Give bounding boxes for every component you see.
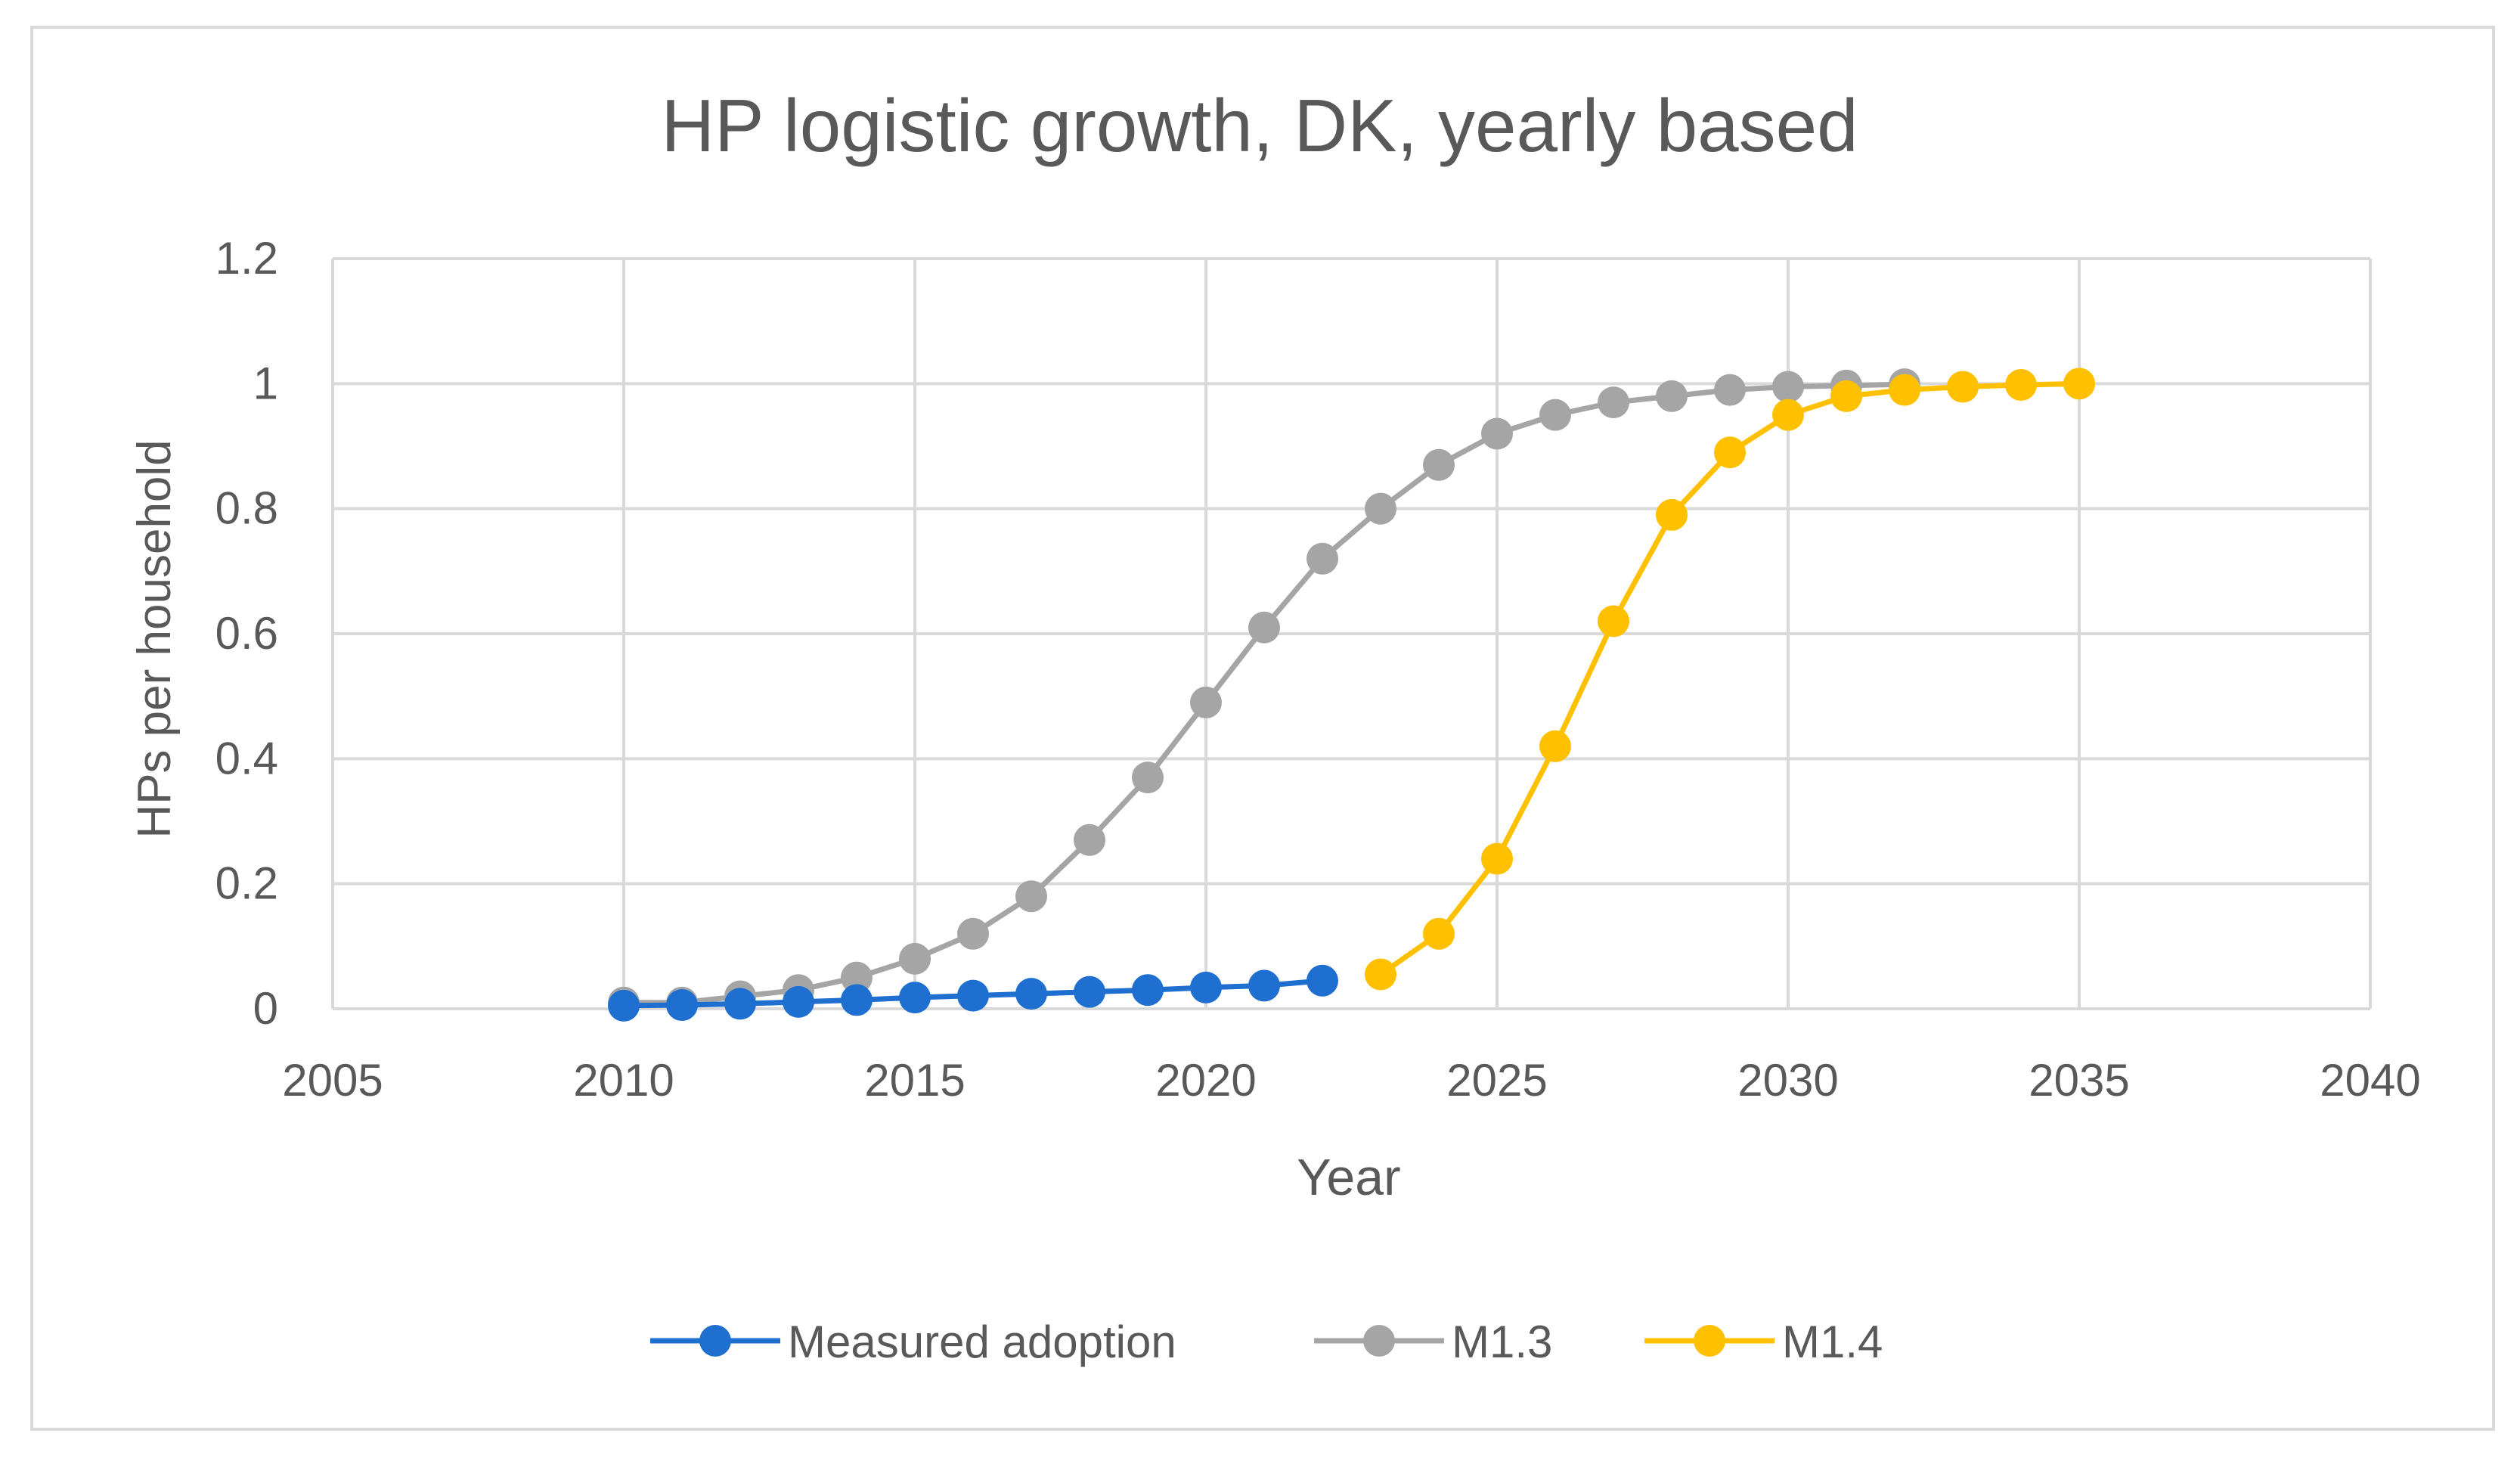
- legend-swatch-marker: [1694, 1325, 1725, 1357]
- data-point-m1-3: [1539, 399, 1571, 431]
- data-point-measured-adoption: [1248, 969, 1280, 1002]
- x-tick-label: 2030: [1737, 1055, 1838, 1106]
- y-tick-label: 0.8: [215, 483, 278, 534]
- x-tick-label: 2025: [1446, 1055, 1547, 1106]
- data-point-m1-3: [1015, 880, 1047, 913]
- series-m1-4: [1365, 368, 2095, 991]
- legend-label: M1.4: [1782, 1317, 1883, 1367]
- y-axis-label: HPs per household: [129, 439, 181, 838]
- data-point-m1-3: [1772, 371, 1804, 403]
- legend-item-measured-adoption: Measured adoption: [650, 1317, 1176, 1367]
- legend-swatch-marker: [1363, 1325, 1395, 1357]
- data-point-m1-4: [1539, 730, 1571, 762]
- series-layer: [608, 368, 2095, 1022]
- data-point-m1-4: [2063, 368, 2095, 400]
- data-point-m1-3: [899, 942, 931, 975]
- y-tick-label: 1.2: [215, 233, 278, 284]
- data-point-m1-4: [1772, 399, 1804, 431]
- data-point-measured-adoption: [783, 985, 814, 1018]
- series-measured-adoption: [608, 964, 1338, 1022]
- data-point-m1-3: [1132, 762, 1164, 794]
- x-tick-label: 2005: [282, 1055, 383, 1106]
- legend-item-m1-4: M1.4: [1644, 1317, 1883, 1367]
- data-point-m1-3: [1190, 686, 1222, 718]
- y-tick-label: 1: [253, 358, 278, 408]
- x-tick-label: 2020: [1155, 1055, 1256, 1106]
- data-point-m1-4: [1714, 436, 1746, 469]
- data-point-m1-4: [1423, 917, 1455, 950]
- x-tick-label: 2010: [573, 1055, 674, 1106]
- data-point-m1-3: [841, 961, 873, 994]
- data-point-m1-4: [1830, 380, 1862, 412]
- legend-label: M1.3: [1452, 1317, 1552, 1367]
- data-point-m1-4: [1656, 498, 1688, 531]
- data-point-measured-adoption: [1132, 974, 1164, 1007]
- data-point-measured-adoption: [899, 982, 931, 1014]
- series-line-m1-3: [624, 381, 1905, 1006]
- data-point-m1-4: [1481, 842, 1513, 875]
- data-point-measured-adoption: [1306, 964, 1338, 997]
- data-point-measured-adoption: [841, 984, 873, 1016]
- chart-title: HP logistic growth, DK, yearly based: [661, 84, 1858, 167]
- x-axis-ticks: 2005 2010 2015 2020 2025 2030 2035 2040: [282, 1055, 2420, 1106]
- data-point-measured-adoption: [957, 979, 989, 1012]
- data-point-measured-adoption: [666, 989, 698, 1022]
- gridlines: [331, 257, 2372, 1010]
- data-point-m1-4: [1365, 958, 1396, 991]
- data-point-measured-adoption: [608, 989, 640, 1022]
- data-point-m1-3: [1656, 380, 1688, 412]
- data-point-m1-3: [1365, 492, 1396, 525]
- x-tick-label: 2040: [2320, 1055, 2420, 1106]
- legend: Measured adoption M1.3 M1.4: [650, 1317, 1883, 1367]
- data-point-m1-3: [1714, 374, 1746, 406]
- data-point-measured-adoption: [1015, 978, 1047, 1010]
- data-point-m1-4: [1889, 374, 1920, 406]
- data-point-m1-3: [1598, 386, 1629, 419]
- y-tick-label: 0.6: [215, 608, 278, 659]
- x-axis-label: Year: [1297, 1149, 1400, 1206]
- legend-label: Measured adoption: [788, 1317, 1176, 1367]
- data-point-m1-4: [1598, 605, 1629, 637]
- legend-item-m1-3: M1.3: [1314, 1317, 1552, 1367]
- data-point-m1-4: [2005, 368, 2037, 401]
- data-point-m1-3: [1306, 542, 1338, 575]
- data-point-measured-adoption: [724, 988, 756, 1020]
- series-line-m1-4: [1378, 380, 2080, 977]
- y-tick-label: 0: [253, 983, 278, 1034]
- data-point-m1-3: [1481, 417, 1513, 450]
- data-point-m1-3: [957, 917, 989, 950]
- data-point-m1-4: [1947, 371, 1979, 403]
- x-tick-label: 2015: [864, 1055, 965, 1106]
- x-tick-label: 2035: [2029, 1055, 2129, 1106]
- data-point-measured-adoption: [1074, 976, 1105, 1008]
- data-point-measured-adoption: [1190, 971, 1222, 1003]
- data-point-m1-3: [1423, 448, 1455, 481]
- data-point-m1-3: [1074, 824, 1105, 856]
- legend-swatch-marker: [699, 1325, 731, 1357]
- y-tick-label: 0.2: [215, 858, 278, 909]
- data-point-m1-3: [1248, 611, 1280, 644]
- y-tick-label: 0.4: [215, 733, 278, 783]
- y-axis-ticks: 0 0.2 0.4 0.6 0.8 1 1.2: [215, 233, 278, 1034]
